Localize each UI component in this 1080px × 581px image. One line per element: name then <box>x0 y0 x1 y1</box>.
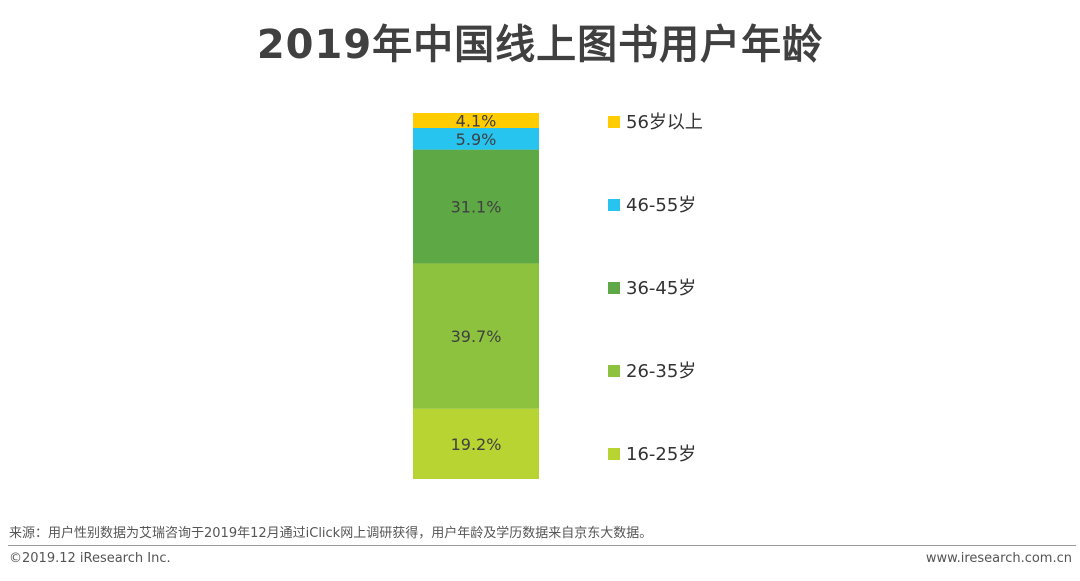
chart-title: 2019年中国线上图书用户年龄 <box>256 22 824 68</box>
legend-label-36-45岁: 36-45岁 <box>626 278 696 299</box>
data-label-36-45岁: 31.1% <box>451 198 502 217</box>
legend-swatch-46-55岁 <box>608 199 620 211</box>
copyright: ©2019.12 iResearch Inc. <box>9 551 171 566</box>
footer-divider <box>8 545 1076 546</box>
legend-swatch-56岁以上 <box>608 116 620 128</box>
legend-label-16-25岁: 16-25岁 <box>626 444 696 465</box>
bar-segment-36-45岁 <box>413 149 539 264</box>
data-label-46-55岁: 5.9% <box>456 130 497 149</box>
source-note: 来源：用户性别数据为艾瑞咨询于2019年12月通过iClick网上调研获得，用户… <box>9 526 653 541</box>
stacked-bar-chart: 19.2% 39.7% 31.1% 5.9%4.1% 56岁以上 46-55岁 36-45岁… <box>413 112 703 479</box>
data-label-56岁以上: 4.1% <box>456 112 497 131</box>
bar-segment-16-25岁 <box>413 408 539 479</box>
data-label-26-35岁: 39.7% <box>451 327 502 346</box>
legend-swatch-26-35岁 <box>608 365 620 377</box>
legend-swatch-36-45岁 <box>608 282 620 294</box>
data-label-16-25岁: 19.2% <box>451 435 502 454</box>
legend-label-46-55岁: 46-55岁 <box>626 195 696 216</box>
legend-label-56岁以上: 56岁以上 <box>626 112 703 133</box>
legend-swatch-16-25岁 <box>608 448 620 460</box>
bar-segment-26-35岁 <box>413 263 539 409</box>
legend-label-26-35岁: 26-35岁 <box>626 361 696 382</box>
bar-segment-46-55岁 <box>413 128 539 150</box>
bar-segment-56岁以上 <box>413 113 539 129</box>
website-link[interactable]: www.iresearch.com.cn <box>925 551 1072 566</box>
